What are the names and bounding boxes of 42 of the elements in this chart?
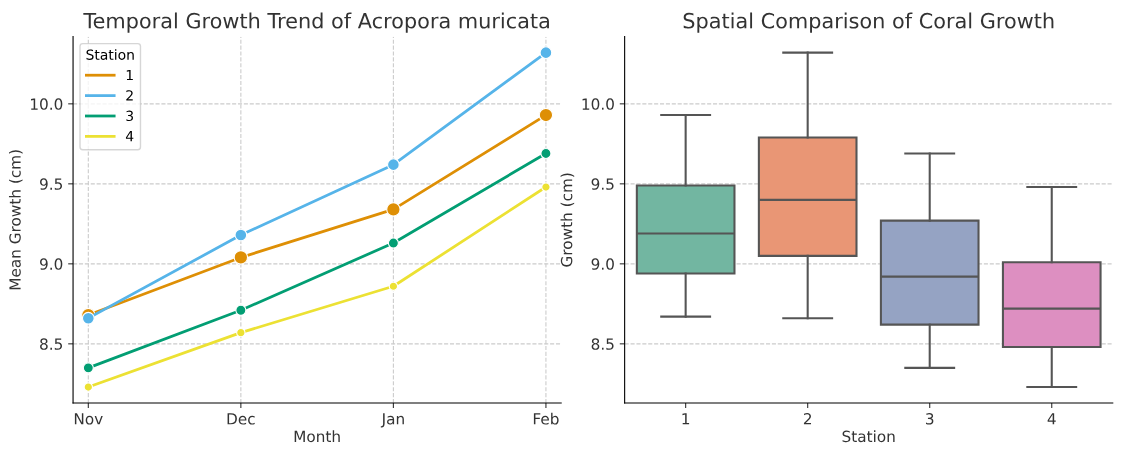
- y-tick-label: 9.5: [40, 178, 62, 190]
- y-tick-label: 8.5: [40, 338, 62, 350]
- point: [83, 382, 94, 392]
- chart-title: Spatial Comparison of Coral Growth: [683, 12, 1054, 33]
- y-axis-title: Growth (cm): [560, 173, 575, 267]
- y-tick-label: 10.0: [582, 98, 614, 110]
- legend-title: Station: [86, 49, 134, 60]
- x-tick-label: 1: [682, 413, 690, 425]
- y-tick-label: 8.5: [591, 338, 614, 350]
- x-tick-label: Dec: [227, 413, 255, 425]
- x-tick-label: 3: [926, 413, 934, 425]
- legend-label: 4: [125, 131, 134, 142]
- y-tick-label: 10.0: [31, 98, 63, 110]
- x-tick-label: Feb: [533, 412, 559, 425]
- point: [540, 147, 552, 159]
- point: [386, 202, 401, 217]
- point: [235, 304, 247, 316]
- legend-label: 1: [126, 69, 133, 81]
- point: [541, 182, 551, 192]
- y-tick-label: 9.0: [40, 258, 63, 270]
- point: [538, 107, 554, 123]
- x-tick-label: 4: [1047, 413, 1056, 425]
- y-tick-label: 9.5: [591, 178, 614, 190]
- x-axis-title: Station: [842, 430, 895, 443]
- point: [387, 158, 400, 172]
- point: [388, 281, 399, 291]
- x-axis-title: Month: [294, 430, 340, 443]
- legend-label: 2: [126, 90, 133, 101]
- chart-title: Temporal Growth Trend of Acropora muricata: [83, 12, 549, 33]
- point: [236, 327, 246, 338]
- y-axis-title: Mean Growth (cm): [8, 150, 23, 290]
- point: [82, 362, 94, 374]
- point: [81, 311, 95, 325]
- y-tick-label: 9.0: [591, 258, 614, 270]
- x-tick-label: Jan: [380, 413, 404, 428]
- point: [233, 250, 249, 265]
- x-tick-label: 2: [803, 413, 812, 425]
- legend-label: 3: [126, 110, 133, 122]
- point: [539, 46, 553, 60]
- x-tick-label: Nov: [74, 413, 103, 425]
- point: [234, 228, 248, 242]
- point: [387, 237, 399, 249]
